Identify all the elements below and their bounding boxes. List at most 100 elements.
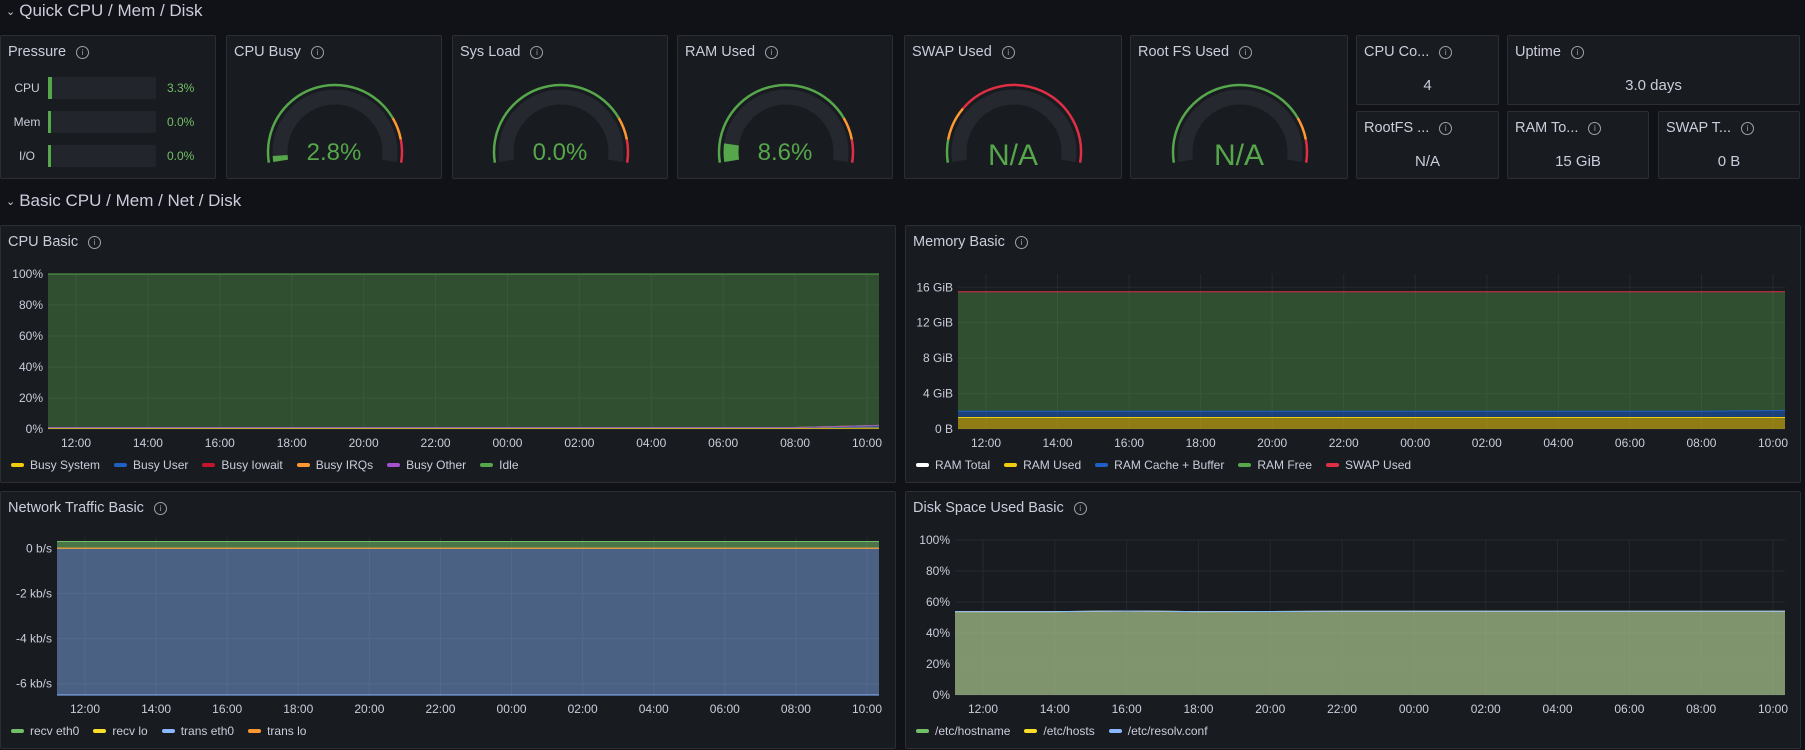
- x-tick-label: 14:00: [141, 702, 171, 716]
- legend-item[interactable]: Busy User: [114, 458, 188, 472]
- legend-label: Busy IRQs: [316, 458, 373, 472]
- legend-item[interactable]: Idle: [480, 458, 518, 472]
- legend-item[interactable]: trans eth0: [162, 724, 234, 738]
- y-tick-label: 100%: [919, 533, 950, 547]
- legend-item[interactable]: /etc/resolv.conf: [1109, 724, 1208, 738]
- panel-title: RAM To...i: [1515, 120, 1601, 136]
- legend-label: /etc/hostname: [935, 724, 1010, 738]
- legend-item[interactable]: Busy Iowait: [202, 458, 282, 472]
- info-icon[interactable]: i: [1439, 122, 1452, 135]
- pressure-bar: [48, 77, 156, 99]
- panel-title-text: Uptime: [1515, 44, 1561, 60]
- y-tick-label: 0%: [933, 688, 951, 702]
- legend-item[interactable]: Busy Other: [387, 458, 466, 472]
- legend-item[interactable]: /etc/hostname: [916, 724, 1010, 738]
- chart-legend: recv eth0 recv lo trans eth0 trans lo: [11, 724, 306, 738]
- x-tick-label: 10:00: [852, 436, 882, 450]
- series-area: [958, 417, 1785, 429]
- x-tick-label: 04:00: [1543, 436, 1573, 450]
- x-tick-label: 22:00: [425, 702, 455, 716]
- x-tick-label: 20:00: [1255, 702, 1285, 716]
- legend-swatch: [387, 463, 400, 467]
- legend-swatch: [1326, 463, 1339, 467]
- pressure-bar-fill: [48, 111, 51, 133]
- stat-value: 4: [1357, 77, 1498, 94]
- legend-item[interactable]: SWAP Used: [1326, 458, 1411, 472]
- x-tick-label: 08:00: [780, 436, 810, 450]
- y-tick-label: -4 kb/s: [16, 632, 52, 646]
- x-tick-label: 18:00: [277, 436, 307, 450]
- info-icon[interactable]: i: [1571, 46, 1584, 59]
- x-tick-label: 12:00: [971, 436, 1001, 450]
- pressure-bar-fill: [48, 145, 51, 167]
- y-tick-label: -2 kb/s: [16, 586, 52, 600]
- y-tick-label: 40%: [926, 626, 950, 640]
- pressure-row-io: I/O 0.0%: [1, 145, 201, 167]
- panel-title-text: RootFS ...: [1364, 120, 1429, 136]
- legend-item[interactable]: recv eth0: [11, 724, 79, 738]
- pressure-row-cpu: CPU 3.3%: [1, 77, 201, 99]
- row-quick-cpu-mem-disk[interactable]: ⌄ Quick CPU / Mem / Disk: [6, 1, 202, 21]
- x-tick-label: 06:00: [1615, 436, 1645, 450]
- legend-item[interactable]: RAM Used: [1004, 458, 1081, 472]
- legend-item[interactable]: RAM Cache + Buffer: [1095, 458, 1224, 472]
- row-basic-cpu-mem-net-disk[interactable]: ⌄ Basic CPU / Mem / Net / Disk: [6, 191, 241, 211]
- panel-title-text: SWAP T...: [1666, 120, 1731, 136]
- stat-value: N/A: [1357, 153, 1498, 170]
- x-tick-label: 00:00: [492, 436, 522, 450]
- x-tick-label: 18:00: [283, 702, 313, 716]
- x-tick-label: 16:00: [1114, 436, 1144, 450]
- info-icon[interactable]: i: [1741, 122, 1754, 135]
- legend-item[interactable]: trans lo: [248, 724, 306, 738]
- x-tick-label: 18:00: [1186, 436, 1216, 450]
- x-tick-label: 16:00: [1112, 702, 1142, 716]
- panel-title: CPU Co...i: [1364, 44, 1452, 60]
- x-tick-label: 06:00: [708, 436, 738, 450]
- stat-value: 15 GiB: [1508, 153, 1648, 170]
- legend-item[interactable]: RAM Total: [916, 458, 990, 472]
- legend-swatch: [916, 729, 929, 733]
- legend-swatch: [11, 729, 24, 733]
- info-icon[interactable]: i: [1439, 46, 1452, 59]
- x-tick-label: 02:00: [568, 702, 598, 716]
- x-tick-label: 12:00: [61, 436, 91, 450]
- swap-total-panel: SWAP T...i 0 B: [1658, 111, 1800, 179]
- x-tick-label: 08:00: [781, 702, 811, 716]
- x-tick-label: 04:00: [1543, 702, 1573, 716]
- legend-swatch: [1109, 729, 1122, 733]
- x-tick-label: 20:00: [354, 702, 384, 716]
- y-tick-label: 20%: [19, 391, 43, 405]
- y-tick-label: 80%: [926, 564, 950, 578]
- chevron-down-icon: ⌄: [6, 195, 15, 208]
- info-icon[interactable]: i: [1588, 122, 1601, 135]
- series-area: [48, 274, 879, 427]
- legend-item[interactable]: RAM Free: [1238, 458, 1312, 472]
- gauge-value: N/A: [905, 139, 1121, 173]
- info-icon[interactable]: i: [76, 46, 89, 59]
- x-tick-label: 22:00: [421, 436, 451, 450]
- legend-swatch: [297, 463, 310, 467]
- legend-swatch: [202, 463, 215, 467]
- x-tick-label: 12:00: [70, 702, 100, 716]
- y-tick-label: 40%: [19, 360, 43, 374]
- x-tick-label: 02:00: [1471, 702, 1501, 716]
- legend-item[interactable]: /etc/hosts: [1024, 724, 1094, 738]
- legend-item[interactable]: Busy IRQs: [297, 458, 373, 472]
- legend-label: recv lo: [112, 724, 147, 738]
- x-tick-label: 14:00: [1043, 436, 1073, 450]
- x-tick-label: 20:00: [349, 436, 379, 450]
- legend-item[interactable]: recv lo: [93, 724, 147, 738]
- x-tick-label: 00:00: [1399, 702, 1429, 716]
- y-tick-label: 0 B: [935, 422, 953, 436]
- legend-item[interactable]: Busy System: [11, 458, 100, 472]
- y-tick-label: 60%: [19, 329, 43, 343]
- stat-value: 3.0 days: [1508, 77, 1799, 94]
